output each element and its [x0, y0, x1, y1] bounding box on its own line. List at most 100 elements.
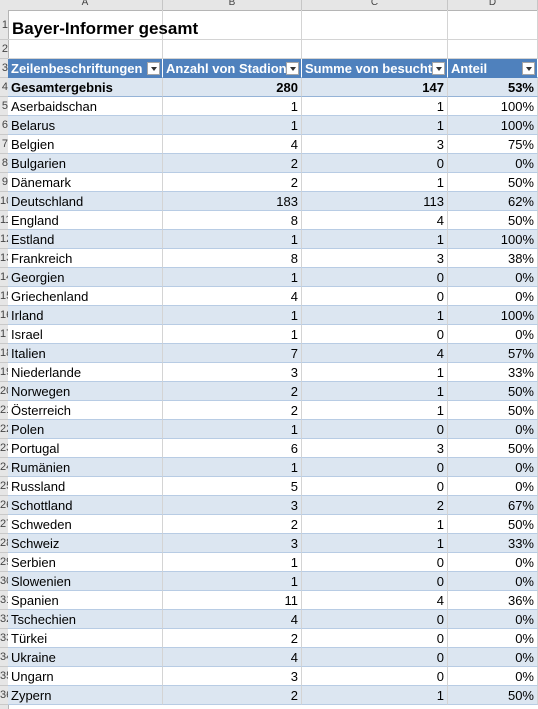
stadium-count-cell[interactable]: 183: [163, 192, 302, 211]
share-cell[interactable]: 50%: [448, 382, 538, 401]
row-number[interactable]: 14: [0, 268, 8, 287]
share-cell[interactable]: 50%: [448, 173, 538, 192]
row-number[interactable]: 35: [0, 667, 8, 686]
share-cell[interactable]: 33%: [448, 363, 538, 382]
visited-sum-cell[interactable]: 0: [302, 572, 448, 591]
country-cell[interactable]: Aserbaidschan: [8, 97, 163, 116]
share-cell[interactable]: 100%: [448, 116, 538, 135]
share-cell[interactable]: 0%: [448, 648, 538, 667]
row-number[interactable]: 30: [0, 572, 8, 591]
country-cell[interactable]: Estland: [8, 230, 163, 249]
stadium-count-cell[interactable]: 3: [163, 363, 302, 382]
share-cell[interactable]: 33%: [448, 534, 538, 553]
column-header-b[interactable]: B: [163, 0, 302, 10]
sheet-title[interactable]: Bayer-Informer gesamt: [12, 19, 199, 38]
stadium-count-cell[interactable]: 7: [163, 344, 302, 363]
row-number[interactable]: 12: [0, 230, 8, 249]
row-number[interactable]: 5: [0, 97, 8, 116]
stadium-count-cell[interactable]: 4: [163, 610, 302, 629]
country-cell[interactable]: Italien: [8, 344, 163, 363]
country-cell[interactable]: Bulgarien: [8, 154, 163, 173]
row-number[interactable]: 10: [0, 192, 8, 211]
visited-sum-cell[interactable]: 0: [302, 610, 448, 629]
stadium-count-cell[interactable]: 4: [163, 135, 302, 154]
row-number[interactable]: 1: [0, 10, 8, 40]
share-cell[interactable]: 100%: [448, 306, 538, 325]
stadium-count-cell[interactable]: 8: [163, 211, 302, 230]
country-cell[interactable]: Ungarn: [8, 667, 163, 686]
visited-sum-cell[interactable]: 1: [302, 363, 448, 382]
stadium-count-cell[interactable]: 11: [163, 591, 302, 610]
row-number[interactable]: 15: [0, 287, 8, 306]
visited-sum-cell[interactable]: 4: [302, 211, 448, 230]
row-number[interactable]: 16: [0, 306, 8, 325]
share-cell[interactable]: 50%: [448, 211, 538, 230]
share-cell[interactable]: 100%: [448, 230, 538, 249]
visited-sum-cell[interactable]: 0: [302, 325, 448, 344]
row-number[interactable]: 19: [0, 363, 8, 382]
row-number[interactable]: 2: [0, 40, 8, 59]
country-cell[interactable]: Belarus: [8, 116, 163, 135]
row-number[interactable]: 8: [0, 154, 8, 173]
row-number[interactable]: 28: [0, 534, 8, 553]
stadium-count-cell[interactable]: 2: [163, 154, 302, 173]
country-cell[interactable]: Serbien: [8, 553, 163, 572]
share-cell[interactable]: 0%: [448, 629, 538, 648]
row-number[interactable]: 13: [0, 249, 8, 268]
share-cell[interactable]: 0%: [448, 154, 538, 173]
country-cell[interactable]: Polen: [8, 420, 163, 439]
row-number[interactable]: 6: [0, 116, 8, 135]
share-cell[interactable]: 100%: [448, 97, 538, 116]
visited-sum-cell[interactable]: 4: [302, 344, 448, 363]
visited-sum-cell[interactable]: 1: [302, 230, 448, 249]
total-sum[interactable]: 147: [302, 78, 448, 97]
stadium-count-cell[interactable]: 2: [163, 629, 302, 648]
country-cell[interactable]: England: [8, 211, 163, 230]
stadium-count-cell[interactable]: 1: [163, 116, 302, 135]
share-cell[interactable]: 0%: [448, 610, 538, 629]
pivot-header-count[interactable]: Anzahl von Stadion: [163, 59, 302, 78]
visited-sum-cell[interactable]: 3: [302, 135, 448, 154]
row-number[interactable]: 21: [0, 401, 8, 420]
row-number[interactable]: 25: [0, 477, 8, 496]
country-cell[interactable]: Irland: [8, 306, 163, 325]
visited-sum-cell[interactable]: 0: [302, 458, 448, 477]
stadium-count-cell[interactable]: 1: [163, 553, 302, 572]
total-label[interactable]: Gesamtergebnis: [8, 78, 163, 97]
visited-sum-cell[interactable]: 0: [302, 553, 448, 572]
country-cell[interactable]: Georgien: [8, 268, 163, 287]
country-cell[interactable]: Norwegen: [8, 382, 163, 401]
row-number[interactable]: 26: [0, 496, 8, 515]
row-number[interactable]: 24: [0, 458, 8, 477]
country-cell[interactable]: Israel: [8, 325, 163, 344]
visited-sum-cell[interactable]: 1: [302, 173, 448, 192]
stadium-count-cell[interactable]: 1: [163, 572, 302, 591]
country-cell[interactable]: Ukraine: [8, 648, 163, 667]
row-number[interactable]: 17: [0, 325, 8, 344]
stadium-count-cell[interactable]: 1: [163, 97, 302, 116]
stadium-count-cell[interactable]: 3: [163, 496, 302, 515]
pivot-header-row-labels[interactable]: Zeilenbeschriftungen: [8, 59, 163, 78]
visited-sum-cell[interactable]: 1: [302, 97, 448, 116]
share-cell[interactable]: 0%: [448, 667, 538, 686]
share-cell[interactable]: 57%: [448, 344, 538, 363]
visited-sum-cell[interactable]: 0: [302, 420, 448, 439]
stadium-count-cell[interactable]: 3: [163, 534, 302, 553]
share-cell[interactable]: 0%: [448, 572, 538, 591]
row-number[interactable]: 23: [0, 439, 8, 458]
stadium-count-cell[interactable]: 2: [163, 382, 302, 401]
visited-sum-cell[interactable]: 3: [302, 249, 448, 268]
column-header-d[interactable]: D: [448, 0, 538, 10]
share-cell[interactable]: 0%: [448, 458, 538, 477]
visited-sum-cell[interactable]: 1: [302, 515, 448, 534]
share-cell[interactable]: 50%: [448, 439, 538, 458]
stadium-count-cell[interactable]: 8: [163, 249, 302, 268]
stadium-count-cell[interactable]: 5: [163, 477, 302, 496]
country-cell[interactable]: Deutschland: [8, 192, 163, 211]
row-number[interactable]: 20: [0, 382, 8, 401]
share-cell[interactable]: 0%: [448, 287, 538, 306]
country-cell[interactable]: Zypern: [8, 686, 163, 705]
visited-sum-cell[interactable]: 0: [302, 477, 448, 496]
country-cell[interactable]: Türkei: [8, 629, 163, 648]
row-number[interactable]: 33: [0, 629, 8, 648]
